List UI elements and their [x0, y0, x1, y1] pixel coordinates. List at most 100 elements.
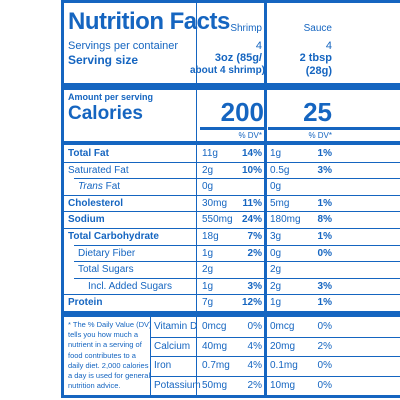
row-divider [150, 375, 400, 377]
nutrient-label: Incl. Added Sugars [88, 280, 172, 292]
sauce-amount: 10mg [270, 379, 296, 391]
shrimp-dv: 10% [241, 164, 262, 176]
sauce-dv: 3% [317, 164, 332, 176]
footnote-line: nutrition advice. [68, 381, 121, 391]
sauce-column-name: Sauce [303, 23, 332, 34]
row-divider [64, 161, 400, 163]
sauce-dv: 8% [317, 214, 332, 226]
footnote-line: a day is used for general [68, 371, 151, 380]
shrimp-calories-rule [200, 127, 264, 130]
shrimp-amount: 550mg [202, 214, 233, 226]
sauce-serving-size-line1: 2 tbsp [299, 52, 332, 64]
column-divider-left-vit [196, 317, 197, 395]
shrimp-calories: 200 [220, 97, 264, 127]
thick-rule-top [64, 83, 400, 90]
shrimp-dv: 0% [247, 321, 262, 332]
shrimp-serving-size-line2: about 4 shrimp) [190, 65, 266, 76]
thick-rule-bottom [64, 311, 400, 317]
nutrient-label: Sodium [68, 214, 105, 226]
shrimp-dv: 11% [242, 197, 262, 209]
nutrition-panel-frame [61, 0, 400, 398]
shrimp-amount: 0g [202, 181, 214, 193]
sauce-dv: 1% [317, 231, 332, 242]
sauce-dv: 1% [317, 297, 332, 309]
sauce-amount: 1g [270, 297, 282, 309]
shrimp-column-name: Shrimp [230, 23, 262, 34]
row-divider [64, 294, 400, 296]
row-divider [74, 261, 400, 263]
nutrient-label: Cholesterol [68, 197, 124, 209]
shrimp-amount: 2g [202, 264, 214, 276]
sauce-dv: 0% [317, 360, 332, 371]
sauce-dv: 2% [317, 340, 332, 352]
sauce-serving-size-line2: (28g) [305, 65, 332, 77]
sauce-amount: 0mcg [270, 321, 295, 332]
sauce-dv-header: % DV* [308, 131, 332, 140]
column-divider-mid-top [264, 3, 267, 83]
vitamin-label: Iron [154, 360, 172, 371]
shrimp-amount: 50mg [202, 379, 228, 391]
sauce-amount: 180mg [270, 214, 301, 226]
sauce-amount: 0.5g [270, 164, 290, 176]
vitamin-label: Potassium [154, 379, 201, 391]
footnote-line: tells you how much a [68, 330, 139, 340]
sauce-dv: 0% [317, 379, 332, 391]
shrimp-dv-header: % DV* [238, 131, 262, 140]
sauce-amount: 0g [270, 247, 282, 259]
sauce-dv: 1% [317, 148, 332, 159]
nutrient-label: Total Fat [68, 148, 109, 159]
shrimp-dv: 3% [247, 280, 262, 292]
row-divider [64, 228, 400, 229]
shrimp-amount: 1g [202, 247, 214, 259]
shrimp-amount: 30mg [202, 197, 228, 209]
sauce-calories-rule [268, 127, 400, 130]
row-divider [64, 211, 400, 213]
footnote-line: * The % Daily Value (DV) [68, 320, 152, 329]
calories-label: Calories [68, 103, 143, 124]
sauce-amount: 2g [270, 264, 282, 276]
row-divider [74, 244, 400, 246]
column-divider-mid-cal [264, 90, 267, 141]
shrimp-amount: 18g [202, 231, 219, 242]
shrimp-amount: 7g [202, 297, 214, 309]
sauce-amount: 20mg [270, 340, 296, 352]
thick-rule-mid [64, 141, 400, 145]
column-divider-left-cal [196, 90, 197, 141]
footnote-divider [150, 317, 151, 395]
vitamin-label: Calcium [154, 340, 191, 352]
sauce-dv: 0% [317, 321, 332, 332]
sauce-amount: 2g [270, 280, 282, 292]
shrimp-dv: 2% [247, 379, 262, 391]
nutrient-label: Trans Fat [78, 182, 120, 192]
shrimp-amount: 40mg [202, 340, 228, 352]
nutrient-label: Total Sugars [78, 264, 134, 276]
servings-per-container-label: Servings per container [68, 40, 179, 52]
sauce-amount: 5mg [270, 197, 290, 209]
column-divider-left-body [196, 145, 197, 311]
shrimp-dv: 12% [241, 297, 262, 309]
vitamin-label: Vitamin D [154, 321, 198, 332]
shrimp-amount: 0.7mg [202, 360, 230, 371]
shrimp-amount: 1g [202, 280, 214, 292]
footnote-line: daily diet. 2,000 calories [68, 360, 149, 370]
sauce-dv: 1% [317, 197, 332, 209]
sauce-calories: 25 [303, 97, 332, 127]
footnote-line: food contributes to a [68, 350, 136, 360]
amount-per-serving-label: Amount per serving [68, 92, 154, 102]
row-divider [150, 356, 400, 357]
shrimp-servings: 4 [255, 40, 262, 52]
serving-size-label: Serving size [68, 53, 139, 67]
sauce-amount: 0g [270, 181, 282, 193]
shrimp-dv: 4% [247, 360, 262, 371]
shrimp-dv: 4% [247, 340, 262, 352]
row-divider [74, 277, 400, 279]
shrimp-amount: 0mcg [202, 321, 227, 332]
nutrient-label-italic: Trans [78, 181, 103, 193]
sauce-dv: 3% [317, 280, 332, 292]
nutrient-label: Dietary Fiber [78, 247, 136, 259]
panel-title: Nutrition Facts [68, 8, 230, 35]
sauce-amount: 3g [270, 231, 282, 242]
sauce-dv: 0% [317, 247, 332, 259]
shrimp-dv: 2% [247, 247, 262, 259]
nutrient-label: Protein [68, 297, 103, 309]
